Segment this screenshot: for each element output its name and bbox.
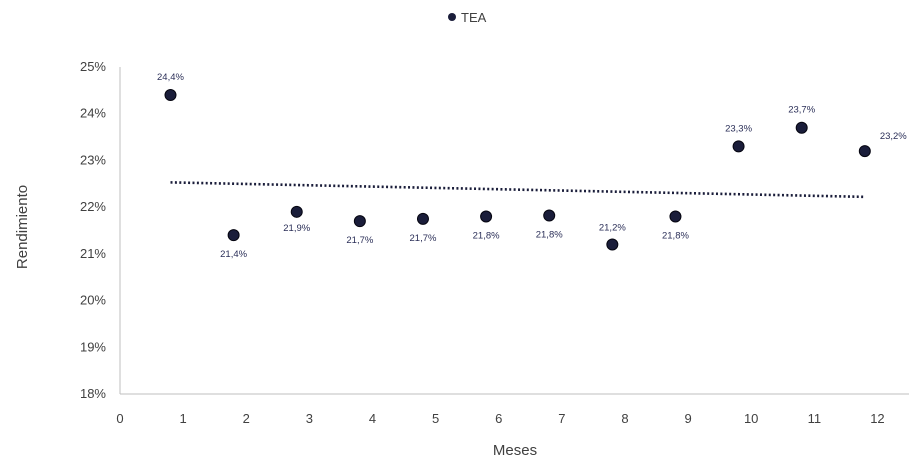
data-label: 21,7% (346, 235, 373, 246)
legend-label: TEA (461, 10, 487, 25)
data-label: 21,8% (662, 230, 689, 241)
trendline-line (170, 181, 865, 199)
x-tick-label: 7 (558, 411, 565, 426)
data-point (669, 210, 682, 223)
data-label: 23,2% (880, 131, 907, 142)
data-point (606, 238, 619, 251)
data-label: 23,3% (725, 123, 752, 134)
x-tick-label: 5 (432, 411, 439, 426)
x-axis-title: Meses (493, 442, 537, 459)
data-point (795, 121, 808, 134)
legend-marker (448, 13, 456, 21)
data-point (416, 212, 429, 225)
data-label: 24,4% (157, 72, 184, 83)
x-tick-label: 2 (243, 411, 250, 426)
data-label: 23,7% (788, 105, 815, 116)
data-point (164, 89, 177, 102)
x-tick-label: 6 (495, 411, 502, 426)
x-tick-label: 10 (744, 411, 758, 426)
axes: 18%19%20%21%22%23%24%25%0 1 2 3 4 5 6 7 8 9 10 11 12 (80, 59, 909, 426)
x-tick-label: 1 (180, 411, 187, 426)
data-point (858, 145, 871, 158)
x-tick-label: 4 (369, 411, 376, 426)
y-tick-label: 21% (80, 246, 106, 261)
data-label: 21,7% (410, 233, 437, 244)
x-tick-label: 3 (306, 411, 313, 426)
data-point (732, 140, 745, 153)
data-points (164, 89, 871, 251)
data-label: 21,9% (283, 223, 310, 234)
y-axis-title: Rendimiento (14, 185, 31, 269)
y-tick-label: 19% (80, 339, 106, 354)
y-tick-label: 23% (80, 152, 106, 167)
data-point (353, 215, 366, 228)
y-tick-label: 18% (80, 386, 106, 401)
x-tick-label: 12 (870, 411, 884, 426)
x-tick-label: 8 (621, 411, 628, 426)
x-tick-label: 11 (808, 411, 822, 426)
data-point (480, 210, 493, 223)
y-tick-label: 25% (80, 59, 106, 74)
data-label: 21,4% (220, 249, 247, 260)
y-tick-label: 22% (80, 199, 106, 214)
data-labels: 24,4% 21,4% 21,9% 21,7% 21,7% 21,8% 21,8% 21,2%… (157, 72, 907, 260)
data-label: 21,8% (536, 230, 563, 241)
y-tick-label: 20% (80, 293, 106, 308)
data-point (290, 205, 303, 218)
x-tick-label: 9 (684, 411, 691, 426)
x-tick-label: 0 (116, 411, 123, 426)
data-point (543, 209, 556, 222)
legend: TEA (448, 10, 487, 25)
data-label: 21,2% (599, 223, 626, 234)
trendline (170, 181, 865, 199)
data-point (227, 229, 240, 242)
y-tick-label: 24% (80, 106, 106, 121)
data-label: 21,8% (473, 230, 500, 241)
